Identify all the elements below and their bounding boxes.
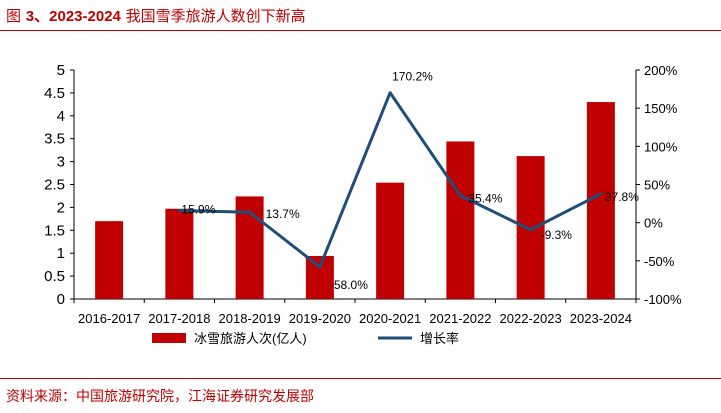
figure-title: 图 3、2023-2024 我国雪季旅游人数创下新高	[6, 5, 306, 26]
right-tick-label: 150%	[644, 101, 678, 116]
bar	[586, 102, 615, 299]
right-tick-label: 100%	[644, 139, 678, 154]
title-divider	[0, 30, 721, 31]
left-tick-label: 1	[57, 245, 65, 262]
growth-rate-point	[388, 91, 392, 95]
figure-label: 图	[6, 7, 22, 25]
figure-number: 3、2023-2024	[25, 8, 121, 25]
growth-rate-label: 13.7%	[266, 207, 300, 221]
source-note: 资料来源：中国旅游研究院，江海证券研究发展部	[6, 389, 314, 405]
left-tick-label: 0	[57, 291, 65, 308]
growth-rate-label: -9.3%	[541, 228, 573, 242]
footer-divider	[0, 378, 721, 379]
left-tick-label: 2.5	[44, 177, 65, 194]
x-tick-label: 2021-2022	[429, 311, 491, 326]
x-tick-label: 2019-2020	[289, 311, 351, 326]
bar	[376, 182, 405, 299]
growth-rate-label: 35.4%	[468, 192, 502, 206]
growth-rate-label: 37.8%	[605, 190, 639, 204]
growth-rate-label: 170.2%	[392, 70, 433, 84]
growth-rate-point	[458, 194, 462, 198]
x-tick-label: 2017-2018	[148, 311, 210, 326]
x-tick-label: 2023-2024	[570, 311, 632, 326]
left-tick-label: 2	[57, 199, 65, 216]
left-tick-label: 4.5	[44, 85, 65, 102]
left-tick-label: 5	[57, 62, 65, 79]
bar	[95, 221, 124, 299]
x-tick-label: 2022-2023	[500, 311, 562, 326]
bar	[446, 141, 475, 299]
legend-label-line: 增长率	[420, 331, 459, 346]
right-tick-label: -50%	[644, 254, 675, 269]
growth-rate-label: 15.9%	[181, 203, 215, 217]
growth-rate-point	[248, 210, 252, 214]
left-tick-label: 4	[57, 108, 65, 125]
x-tick-label: 2016-2017	[78, 311, 140, 326]
left-tick-label: 1.5	[44, 222, 65, 239]
right-tick-label: 0%	[644, 216, 663, 231]
growth-rate-label: -58.0%	[330, 278, 368, 292]
bar	[516, 156, 545, 299]
growth-rate-point	[599, 192, 603, 196]
left-tick-label: 3.5	[44, 131, 65, 148]
bar	[165, 208, 194, 299]
growth-rate-point	[177, 209, 181, 213]
growth-rate-point	[318, 265, 322, 269]
legend-label-bar: 冰雪旅游人次(亿人)	[194, 331, 307, 346]
left-tick-label: 0.5	[44, 268, 65, 285]
legend-swatch-bar	[152, 333, 186, 343]
figure-title-text: 我国雪季旅游人数创下新高	[125, 7, 306, 25]
right-tick-label: 50%	[644, 178, 670, 193]
x-tick-label: 2018-2019	[219, 311, 281, 326]
right-tick-label: -100%	[644, 292, 682, 307]
x-tick-label: 2020-2021	[359, 311, 421, 326]
growth-rate-point	[529, 228, 533, 232]
right-tick-label: 200%	[644, 63, 678, 78]
left-tick-label: 3	[57, 154, 65, 171]
combo-chart: 0 0.5 1 1.5 2 2.5 3 3.5 4 4.5 5 -100% -50% 0% 50% 100% 1…	[44, 62, 682, 346]
